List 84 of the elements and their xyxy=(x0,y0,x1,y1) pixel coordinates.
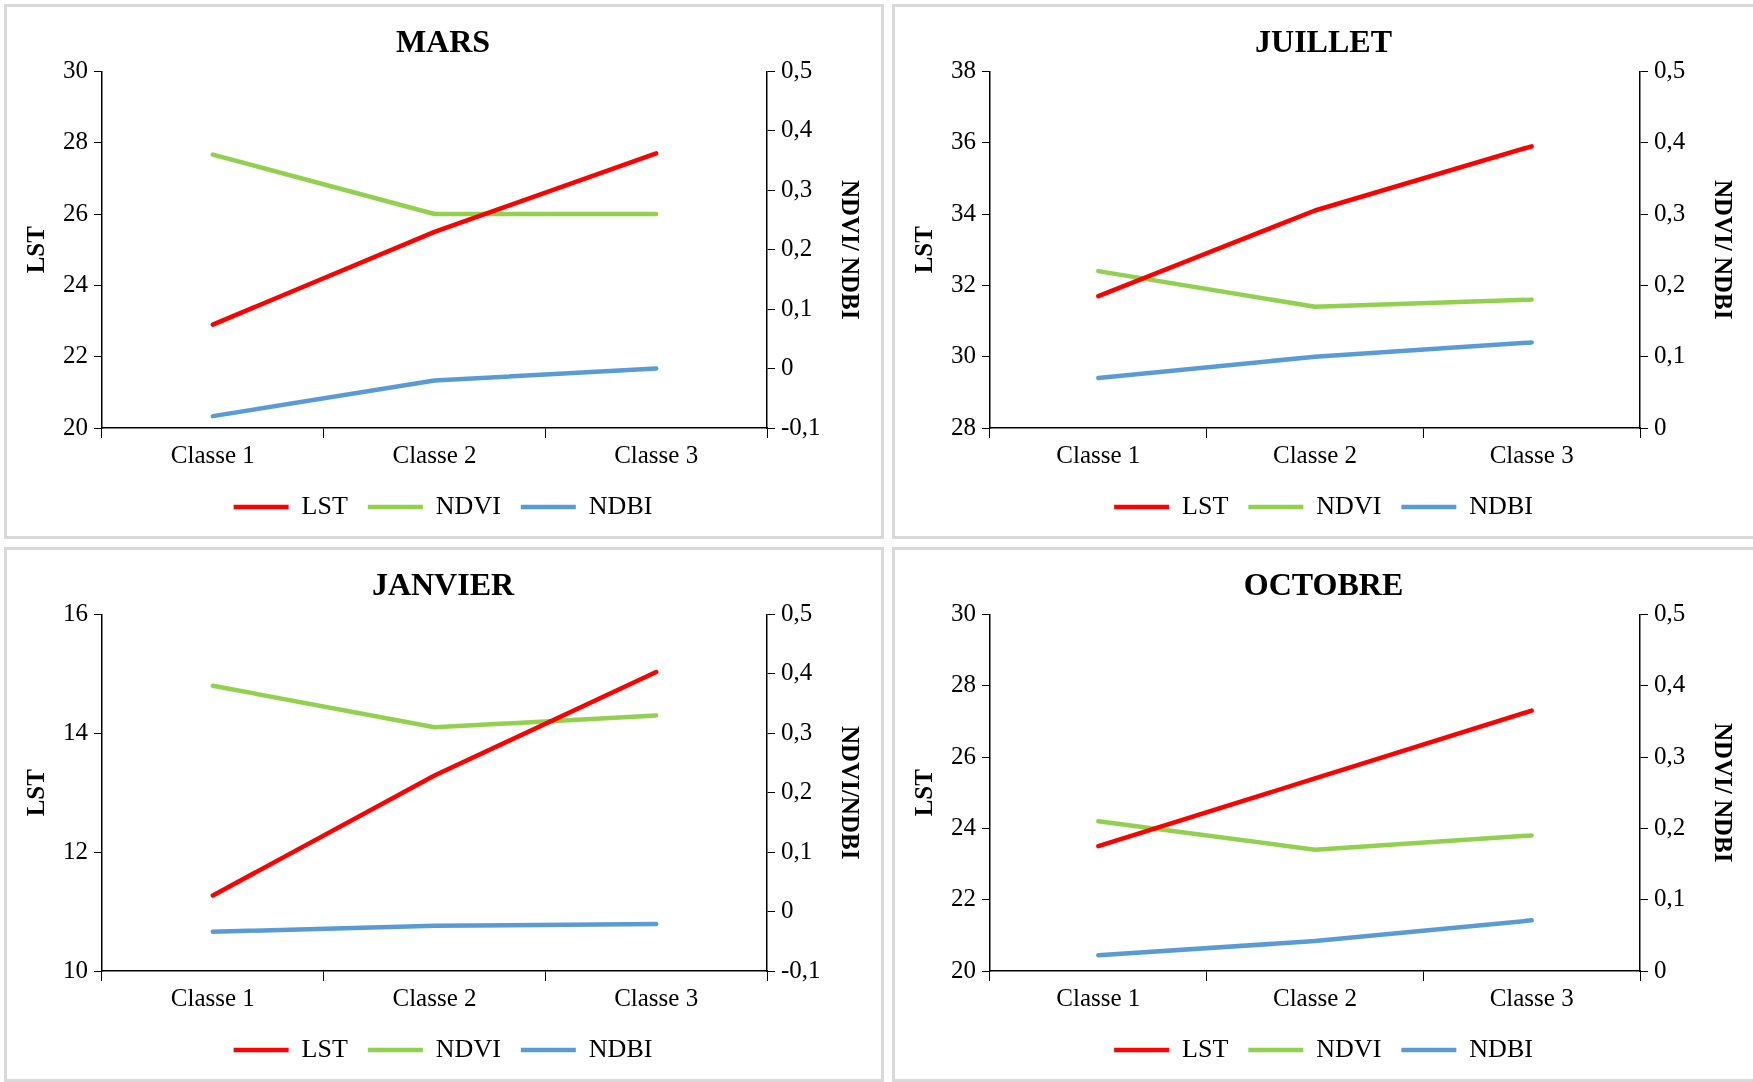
y-tick-label: 28 xyxy=(951,412,976,440)
chart-title: JUILLET xyxy=(1255,23,1392,60)
y-tick-label: 30 xyxy=(951,341,976,369)
y2-tick-label: 0,1 xyxy=(781,293,813,321)
y2-tick-label: 0,2 xyxy=(781,777,813,805)
y2-tick-label: 0,1 xyxy=(1654,341,1686,369)
y-tick-label: 10 xyxy=(63,955,88,983)
y-tick-label: 28 xyxy=(951,670,976,698)
legend-label: NDVI xyxy=(1316,1033,1382,1063)
y2-tick-label: 0,3 xyxy=(1654,198,1686,226)
legend-label: NDVI xyxy=(435,490,501,520)
y-tick-label: 14 xyxy=(63,717,89,745)
x-tick-label: Classe 1 xyxy=(1056,440,1141,468)
chart-title: JANVIER xyxy=(371,566,516,603)
y-axis-title: LST xyxy=(22,768,50,817)
y2-axis-title: NDVI/NDBI xyxy=(836,726,864,860)
y-tick-label: 22 xyxy=(63,341,88,369)
y2-tick-label: -0,1 xyxy=(781,955,821,983)
legend-label: NDBI xyxy=(588,1033,653,1063)
x-tick-label: Classe 2 xyxy=(392,983,477,1011)
legend-label: LST xyxy=(1182,490,1229,520)
y-tick-label: 38 xyxy=(951,55,976,83)
y2-axis-title: NDVI/ NDBI xyxy=(1709,722,1737,863)
y2-tick-label: 0,4 xyxy=(781,115,813,143)
y-tick-label: 36 xyxy=(951,127,976,155)
y2-axis-title: NDVI/ NDBI xyxy=(836,179,864,320)
y-axis-title: LST xyxy=(910,768,938,817)
y2-tick-label: -0,1 xyxy=(781,412,821,440)
y2-tick-label: 0,3 xyxy=(781,717,813,745)
y2-tick-label: 0,1 xyxy=(1654,884,1686,912)
y-tick-label: 22 xyxy=(951,884,976,912)
y2-tick-label: 0,2 xyxy=(1654,812,1686,840)
y2-tick-label: 0 xyxy=(781,896,794,924)
legend-label: NDBI xyxy=(1469,1033,1533,1063)
y-tick-label: 26 xyxy=(951,741,976,769)
y2-tick-label: 0,1 xyxy=(781,836,813,864)
x-tick-label: Classe 1 xyxy=(1056,983,1141,1011)
y-tick-label: 24 xyxy=(63,269,89,297)
y2-tick-label: 0 xyxy=(1654,955,1667,983)
y-tick-label: 34 xyxy=(951,198,977,226)
y2-tick-label: 0,4 xyxy=(1654,127,1686,155)
x-tick-label: Classe 3 xyxy=(614,440,699,468)
y2-axis-title: NDVI/ NDBI xyxy=(1709,179,1737,320)
y-tick-label: 20 xyxy=(63,412,88,440)
y2-tick-label: 0,5 xyxy=(781,55,813,83)
y-tick-label: 12 xyxy=(63,836,88,864)
x-tick-label: Classe 2 xyxy=(1272,440,1358,468)
y-tick-label: 28 xyxy=(63,127,88,155)
y-tick-label: 30 xyxy=(951,598,976,626)
y-tick-label: 20 xyxy=(951,955,976,983)
legend-label: LST xyxy=(301,490,348,520)
legend-label: NDBI xyxy=(588,490,653,520)
y-tick-label: 26 xyxy=(63,198,88,226)
y-tick-label: 24 xyxy=(951,812,977,840)
legend-label: NDVI xyxy=(435,1033,501,1063)
y2-tick-label: 0,5 xyxy=(1654,55,1686,83)
y-axis-title: LST xyxy=(910,225,938,274)
chart-title: OCTOBRE xyxy=(1243,566,1404,603)
x-tick-label: Classe 2 xyxy=(392,440,477,468)
legend-label: LST xyxy=(1182,1033,1229,1063)
y2-tick-label: 0 xyxy=(781,353,794,381)
x-tick-label: Classe 3 xyxy=(1489,440,1574,468)
y2-tick-label: 0,5 xyxy=(781,598,813,626)
x-tick-label: Classe 3 xyxy=(614,983,699,1011)
x-tick-label: Classe 3 xyxy=(1489,983,1574,1011)
y2-tick-label: 0,4 xyxy=(781,658,813,686)
legend-label: NDBI xyxy=(1469,490,1533,520)
x-tick-label: Classe 1 xyxy=(170,983,255,1011)
y2-tick-label: 0,3 xyxy=(781,174,813,202)
chart-title: MARS xyxy=(395,23,491,60)
y-tick-label: 32 xyxy=(951,269,976,297)
legend-label: LST xyxy=(301,1033,348,1063)
y2-tick-label: 0 xyxy=(1654,412,1667,440)
y2-tick-label: 0,4 xyxy=(1654,670,1686,698)
legend-label: NDVI xyxy=(1316,490,1382,520)
y2-tick-label: 0,3 xyxy=(1654,741,1686,769)
y2-tick-label: 0,2 xyxy=(781,234,813,262)
x-tick-label: Classe 1 xyxy=(170,440,255,468)
y-tick-label: 16 xyxy=(63,598,88,626)
y2-tick-label: 0,5 xyxy=(1654,598,1686,626)
x-tick-label: Classe 2 xyxy=(1272,983,1358,1011)
y2-tick-label: 0,2 xyxy=(1654,269,1686,297)
y-tick-label: 30 xyxy=(63,55,88,83)
y-axis-title: LST xyxy=(22,225,50,274)
